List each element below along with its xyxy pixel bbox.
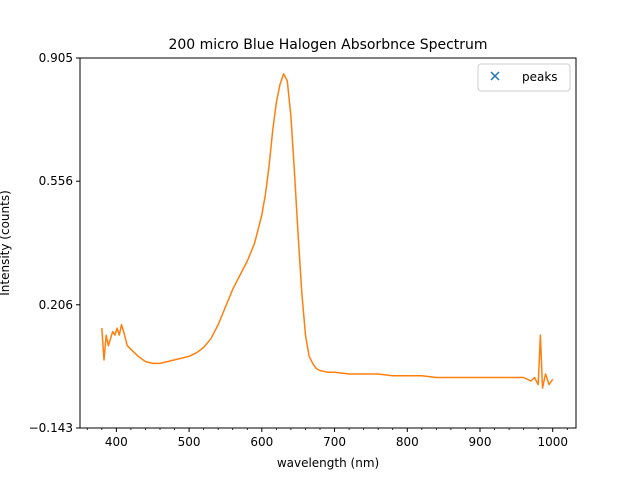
data-layer xyxy=(101,73,554,389)
x-tick-label: 500 xyxy=(178,435,201,449)
x-tick-label: 800 xyxy=(396,435,419,449)
x-tick-label: 700 xyxy=(323,435,346,449)
legend-label-peaks: peaks xyxy=(522,70,558,84)
y-tick-label: 0.206 xyxy=(39,298,73,312)
axes-layer: 400 500 600 700 800 900 1000 −0.143 0.206 0.556 0.… xyxy=(29,51,568,449)
plot-frame xyxy=(79,57,577,429)
x-tick-label: 1000 xyxy=(537,435,568,449)
legend-box xyxy=(477,63,571,92)
x-tick-label: 900 xyxy=(469,435,492,449)
y-tick-label: 0.556 xyxy=(39,174,73,188)
plot-area xyxy=(80,58,576,428)
legend-marker-x-icon xyxy=(490,71,500,81)
chart-title: 200 micro Blue Halogen Absorbnce Spectru… xyxy=(168,37,487,53)
y-tick-label: 0.905 xyxy=(39,51,73,65)
x-tick-label: 600 xyxy=(250,435,273,449)
y-tick-label: −0.143 xyxy=(29,421,73,435)
legend: peaks xyxy=(477,63,571,92)
x-tick-label: 400 xyxy=(105,435,128,449)
y-axis-label: Intensity (counts) xyxy=(0,190,12,296)
x-axis-label: wavelength (nm) xyxy=(277,456,379,470)
spectrum-line xyxy=(101,73,554,389)
